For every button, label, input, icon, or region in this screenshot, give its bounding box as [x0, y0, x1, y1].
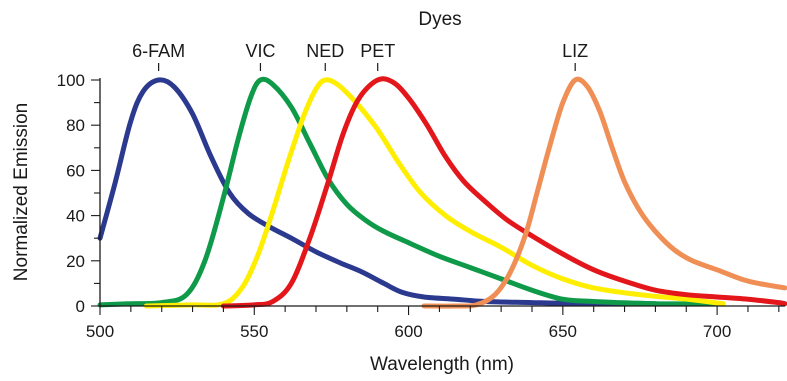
dye-label-ned: NED	[306, 41, 344, 61]
x-tick-label: 650	[549, 322, 577, 341]
x-axis-title: Wavelength (nm)	[370, 354, 514, 375]
series-line-liz	[421, 76, 787, 309]
series-line-ned	[143, 77, 726, 309]
x-tick-label: 550	[240, 322, 268, 341]
dye-label-6-fam: 6-FAM	[132, 41, 185, 61]
y-tick-label: 80	[66, 116, 85, 135]
series-layer	[97, 76, 787, 309]
y-axis-title: Normalized Emission	[11, 103, 32, 281]
y-tick-label: 100	[57, 71, 85, 90]
y-tick-label: 40	[66, 207, 85, 226]
dye-label-pet: PET	[360, 41, 395, 61]
x-tick-label: 500	[86, 322, 114, 341]
dye-label-vic: VIC	[245, 41, 275, 61]
dye-label-liz: LIZ	[562, 41, 588, 61]
x-tick-label: 600	[394, 322, 422, 341]
series-line-6-fam	[97, 77, 658, 307]
y-tick-label: 60	[66, 161, 85, 180]
chart-title: Dyes	[418, 9, 461, 30]
series-line-pet	[220, 76, 787, 309]
y-tick-label: 0	[76, 297, 85, 316]
dye-labels: 6-FAM VIC NED PET LIZ	[132, 41, 588, 71]
y-tick-label: 20	[66, 252, 85, 271]
x-tick-label: 700	[703, 322, 731, 341]
axes-layer: 500 550 600 650 700 0 20 40 60 80 100	[57, 71, 785, 341]
